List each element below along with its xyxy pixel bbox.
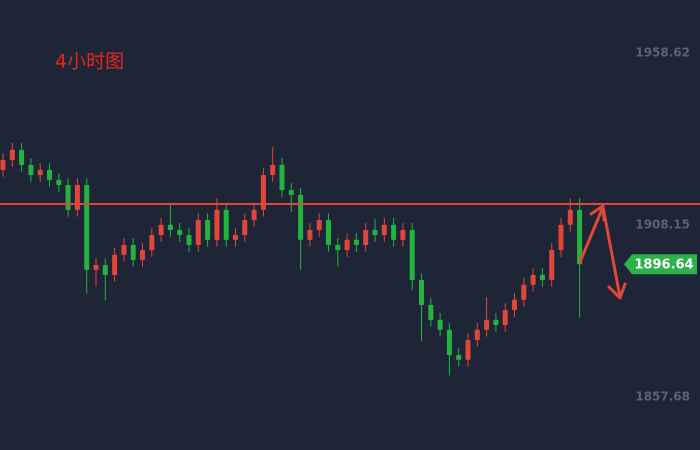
candle-body — [270, 164, 276, 176]
candle-body — [242, 220, 248, 236]
candle-body — [37, 169, 43, 176]
arrow-head — [607, 282, 627, 300]
y-tick-label: 1857.68 — [635, 390, 690, 404]
candle-body — [530, 274, 536, 285]
candle-body — [539, 274, 545, 281]
candle-body — [372, 229, 378, 236]
candle-body — [149, 235, 155, 251]
candle-body — [326, 220, 331, 245]
candle-body — [502, 310, 508, 326]
candle-body — [446, 329, 452, 356]
candle-body — [288, 190, 294, 195]
candle-body — [409, 229, 415, 281]
candle-body — [93, 265, 99, 270]
candle-body — [19, 149, 25, 165]
candle-body — [428, 304, 434, 320]
candle-body — [223, 209, 229, 240]
candle-body — [251, 209, 257, 221]
candle-body — [47, 169, 52, 180]
candle-body — [130, 244, 136, 260]
candle-body — [484, 319, 490, 330]
candle-body — [158, 224, 164, 236]
candle-body — [577, 209, 583, 265]
candle-body — [186, 235, 192, 245]
candle-body — [335, 244, 341, 251]
y-tick-label: 1958.62 — [635, 45, 690, 59]
last-price-label: 1896.64 — [634, 258, 693, 273]
candle-body — [9, 149, 15, 161]
candle-body — [344, 239, 350, 251]
arrow-path — [578, 205, 622, 299]
candle-body — [177, 229, 183, 236]
candle-body — [307, 229, 313, 240]
candle-body — [260, 175, 266, 210]
candle-body — [195, 220, 201, 245]
arrow-head — [589, 204, 606, 222]
candle-body — [512, 299, 517, 311]
candle-body — [140, 250, 145, 260]
candle-body — [363, 229, 369, 245]
candle-body — [419, 280, 424, 305]
candle-body — [56, 179, 62, 185]
candle-body — [456, 355, 462, 360]
arrow-annotation — [578, 204, 627, 300]
candle-body — [233, 235, 238, 240]
last-price-tag — [624, 254, 697, 275]
candle-body — [167, 224, 173, 230]
candle-body — [279, 164, 285, 191]
candle-body — [84, 184, 90, 270]
candle-body — [437, 319, 443, 330]
candle-body — [28, 164, 34, 176]
candle-body — [391, 224, 397, 240]
candle-body — [400, 229, 406, 240]
candle-body — [0, 160, 6, 170]
candle-body — [521, 284, 527, 300]
candle-body — [558, 224, 564, 251]
candle-body — [353, 239, 359, 245]
candle-body — [567, 209, 573, 225]
candle-body — [65, 184, 71, 210]
candle-body — [298, 194, 304, 240]
chart-title: 4小时图 — [55, 51, 124, 73]
y-tick-label: 1908.15 — [635, 218, 690, 232]
candle-body — [205, 220, 211, 240]
candle-body — [316, 220, 322, 230]
candle-body — [102, 265, 108, 275]
candle-body — [112, 254, 118, 275]
candle-body — [493, 319, 499, 326]
candle-body — [381, 224, 387, 236]
candle-body — [74, 184, 80, 210]
candle-body — [549, 250, 555, 281]
candle-body — [214, 209, 220, 240]
candle-body — [121, 244, 127, 255]
candle-body — [474, 329, 480, 341]
candle-body — [465, 340, 471, 360]
